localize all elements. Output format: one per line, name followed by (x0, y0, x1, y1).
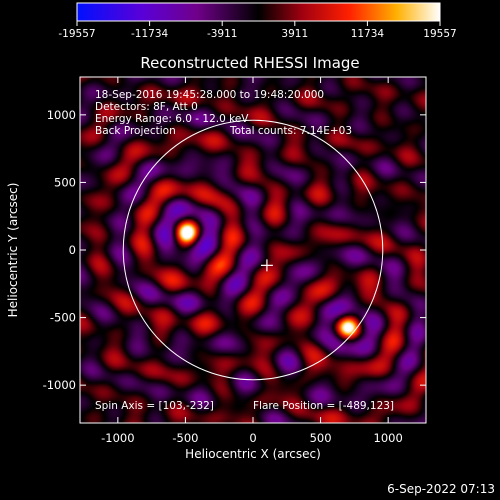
colorbar (76, 2, 441, 22)
y-axis: -1000 -500 0 500 1000 (43, 108, 426, 392)
x-tick-label: 500 (310, 431, 332, 445)
x-axis: -1000 -500 0 500 1000 (101, 77, 403, 445)
method-text: Back Projection (95, 125, 176, 137)
colorbar-ticks: -19557 -11734 -3911 3911 11734 19557 (58, 21, 457, 40)
detectors-text: Detectors: 8F, Att 0 (95, 101, 198, 113)
chart-title: Reconstructed RHESSI Image (140, 54, 359, 72)
colorbar-tick-label: -11734 (131, 28, 169, 40)
colorbar-tick-label: 19557 (423, 28, 456, 40)
colorbar-tick-label: 3911 (281, 28, 308, 40)
time-range-text: 18-Sep-2016 19:45:28.000 to 19:48:20.000 (95, 89, 324, 101)
x-tick-label: -1000 (101, 431, 134, 445)
y-tick-label: 500 (54, 175, 76, 189)
colorbar-tick-label: -19557 (58, 28, 95, 40)
y-axis-label: Heliocentric Y (arcsec) (6, 183, 20, 318)
spin-axis-marker (260, 259, 273, 272)
x-tick-label: 1000 (374, 431, 403, 445)
total-counts-text: Total counts: 7.14E+03 (229, 125, 352, 137)
solar-limb-circle (122, 119, 384, 381)
colorbar-tick-label: 11734 (351, 28, 385, 40)
x-tick-label: -500 (172, 431, 198, 445)
x-tick-label: 0 (249, 431, 256, 445)
y-tick-label: -500 (50, 311, 76, 325)
timestamp: 6-Sep-2022 07:13 (387, 482, 495, 496)
flare-position-text: Flare Position = [-489,123] (253, 400, 394, 412)
reconstructed-image (80, 77, 426, 423)
energy-range-text: Energy Range: 6.0 - 12.0 keV (95, 113, 249, 125)
colorbar-tick-label: -3911 (207, 28, 238, 40)
y-tick-label: -1000 (43, 378, 76, 392)
spin-axis-text: Spin Axis = [103,-232] (95, 400, 214, 412)
x-axis-label: Heliocentric X (arcsec) (185, 447, 321, 461)
y-tick-label: 1000 (47, 108, 76, 122)
y-tick-label: 0 (69, 243, 76, 257)
